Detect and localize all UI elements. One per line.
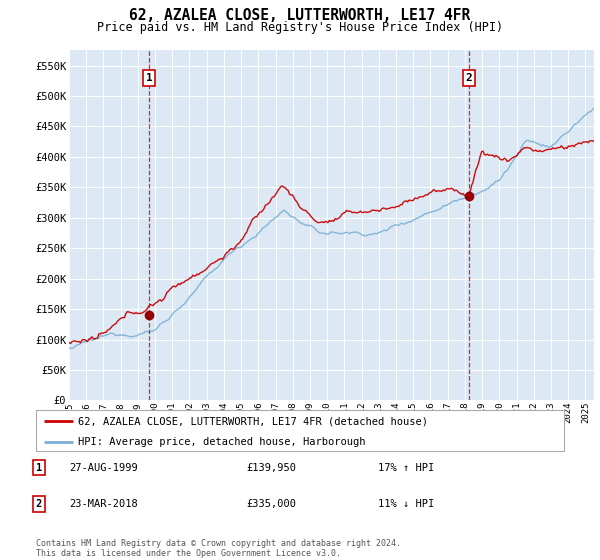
Text: 2: 2: [36, 499, 42, 509]
Text: 17% ↑ HPI: 17% ↑ HPI: [378, 463, 434, 473]
Text: 27-AUG-1999: 27-AUG-1999: [69, 463, 138, 473]
Text: 62, AZALEA CLOSE, LUTTERWORTH, LE17 4FR (detached house): 62, AZALEA CLOSE, LUTTERWORTH, LE17 4FR …: [78, 417, 428, 426]
Text: Contains HM Land Registry data © Crown copyright and database right 2024.
This d: Contains HM Land Registry data © Crown c…: [36, 539, 401, 558]
Text: Price paid vs. HM Land Registry's House Price Index (HPI): Price paid vs. HM Land Registry's House …: [97, 21, 503, 34]
Text: 62, AZALEA CLOSE, LUTTERWORTH, LE17 4FR: 62, AZALEA CLOSE, LUTTERWORTH, LE17 4FR: [130, 8, 470, 24]
Text: HPI: Average price, detached house, Harborough: HPI: Average price, detached house, Harb…: [78, 437, 366, 447]
Text: 1: 1: [36, 463, 42, 473]
Text: 2: 2: [466, 73, 472, 83]
FancyBboxPatch shape: [36, 410, 564, 451]
Text: £335,000: £335,000: [246, 499, 296, 509]
Text: 11% ↓ HPI: 11% ↓ HPI: [378, 499, 434, 509]
Text: 23-MAR-2018: 23-MAR-2018: [69, 499, 138, 509]
Text: 1: 1: [146, 73, 152, 83]
Text: £139,950: £139,950: [246, 463, 296, 473]
